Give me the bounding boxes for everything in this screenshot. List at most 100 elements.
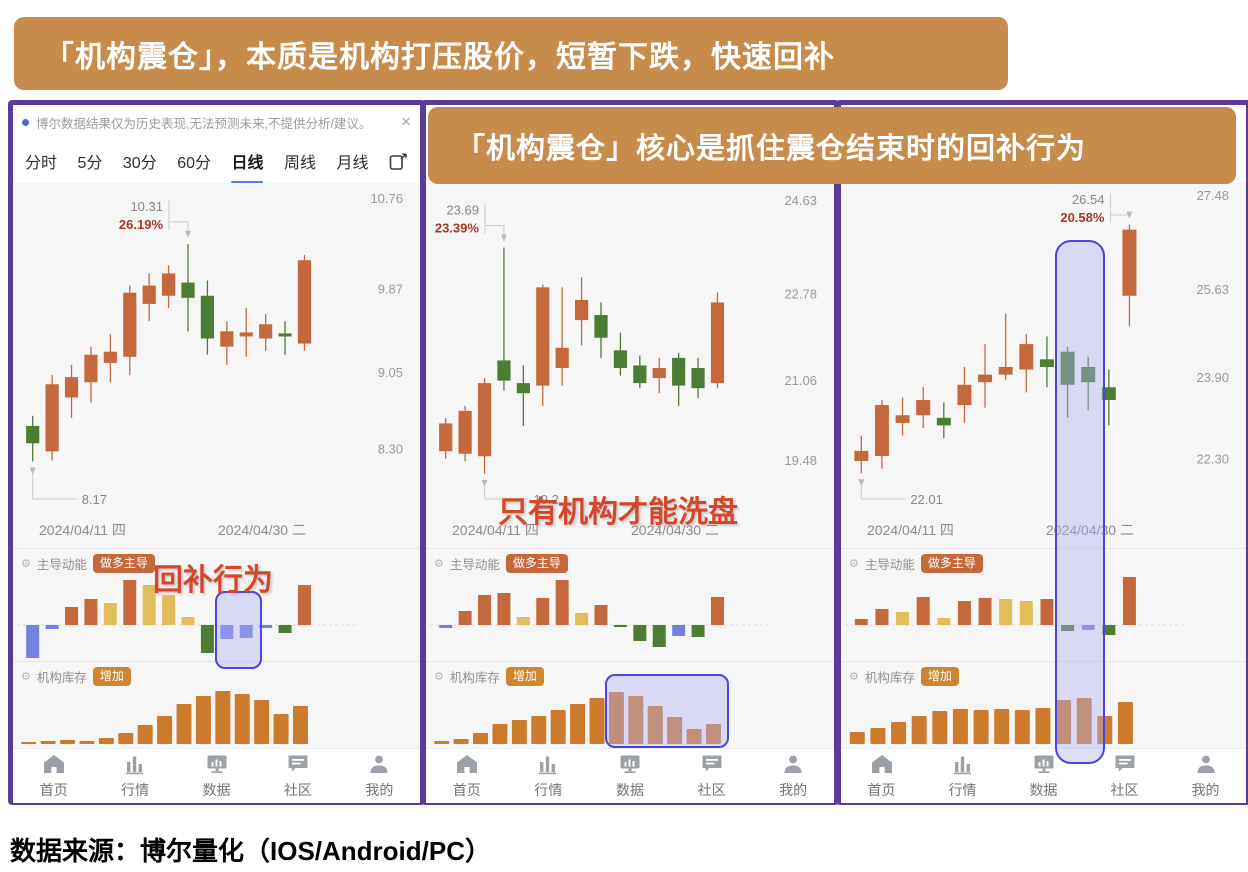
svg-text:27.48: 27.48	[1196, 188, 1229, 203]
momentum-header: ⚙ 主导动能 做多主导	[849, 554, 983, 573]
tab-周线[interactable]: 周线	[283, 155, 316, 172]
momentum-indicator-section: ⚙ 主导动能 做多主导	[841, 548, 1246, 661]
nav-label: 行情	[948, 781, 977, 798]
nav-label: 数据	[1029, 781, 1058, 798]
profile-person-icon	[780, 753, 806, 778]
bottom-nav: 首页 行情 数据 社区 我的	[13, 748, 420, 803]
rotate-screen-icon[interactable]	[389, 152, 408, 171]
headline-banner: 「机构震仓」，本质是机构打压股价，短暂下跌，快速回补	[14, 17, 1008, 90]
nav-item-社区[interactable]: 社区	[257, 749, 338, 803]
momentum-label: 主导动能	[449, 558, 500, 572]
notice-bar: 博尔数据结果仅为历史表现,无法预测未来,不提供分析/建议。 ×	[13, 105, 420, 139]
inventory-header: ⚙ 机构库存 增加	[434, 667, 544, 686]
nav-item-行情[interactable]: 行情	[922, 749, 1003, 803]
tab-5分[interactable]: 5分	[77, 155, 103, 172]
momentum-label: 主导动能	[864, 558, 915, 572]
svg-text:19.48: 19.48	[784, 453, 817, 468]
svg-text:23.69: 23.69	[446, 202, 479, 217]
inventory-header: ⚙ 机构库存 增加	[849, 667, 959, 686]
nav-label: 我的	[365, 781, 394, 798]
svg-text:10.31: 10.31	[130, 199, 163, 214]
date-axis-end: 2024/04/30 二	[218, 522, 306, 538]
nav-label: 行情	[534, 781, 563, 798]
nav-item-首页[interactable]: 首页	[13, 749, 94, 803]
svg-text:23.39%: 23.39%	[435, 220, 480, 235]
inventory-indicator-section: ⚙ 机构库存 增加	[426, 661, 834, 748]
nav-item-我的[interactable]: 我的	[752, 749, 834, 803]
profile-person-icon	[1193, 753, 1219, 778]
momentum-header: ⚙ 主导动能 做多主导	[434, 554, 568, 573]
nav-label: 首页	[867, 781, 896, 798]
timeframe-tabs: 分时 5分 30分 60分 日线 周线 月线	[13, 139, 420, 183]
inventory-badge: 增加	[92, 667, 131, 686]
nav-item-行情[interactable]: 行情	[508, 749, 590, 803]
nav-item-行情[interactable]: 行情	[94, 749, 175, 803]
gear-icon: ⚙	[434, 558, 444, 570]
candlestick-chart: 27.48 25.63 23.90 22.30 26.54 20.58% 22.01 2024…	[841, 183, 1246, 548]
data-monitor-icon	[617, 753, 643, 778]
tab-分时[interactable]: 分时	[25, 155, 58, 172]
svg-text:10.76: 10.76	[370, 191, 403, 206]
inventory-badge: 增加	[920, 667, 959, 686]
nav-item-数据[interactable]: 数据	[589, 749, 671, 803]
overlay-banner: 「机构震仓」核心是抓住震仓结束时的回补行为	[428, 107, 1236, 184]
inventory-indicator-section: ⚙ 机构库存 增加	[841, 661, 1246, 748]
nav-label: 数据	[615, 781, 644, 798]
momentum-header: ⚙ 主导动能 做多主导	[21, 554, 155, 573]
tab-60分[interactable]: 60分	[177, 155, 211, 172]
momentum-indicator-section: ⚙ 主导动能 做多主导	[426, 548, 834, 661]
momentum-badge: 做多主导	[920, 554, 983, 573]
svg-text:26.19%: 26.19%	[119, 217, 164, 232]
gear-icon: ⚙	[434, 671, 444, 683]
data-monitor-icon	[1031, 753, 1057, 778]
svg-text:23.90: 23.90	[1196, 370, 1229, 385]
date-axis-end: 2024/04/30 二	[1046, 522, 1134, 538]
market-bars-icon	[535, 753, 561, 778]
svg-text:25.63: 25.63	[1196, 282, 1229, 297]
svg-text:9.05: 9.05	[378, 365, 403, 380]
nav-item-我的[interactable]: 我的	[339, 749, 420, 803]
notice-close-icon[interactable]: ×	[401, 112, 411, 131]
nav-label: 社区	[1110, 781, 1139, 798]
data-monitor-icon	[204, 753, 230, 778]
nav-item-社区[interactable]: 社区	[671, 749, 753, 803]
date-axis-end: 2024/04/30 二	[631, 522, 719, 538]
nav-item-数据[interactable]: 数据	[176, 749, 257, 803]
nav-label: 数据	[202, 781, 231, 798]
tab-月线[interactable]: 月线	[336, 155, 369, 172]
svg-text:24.63: 24.63	[784, 193, 817, 208]
svg-text:8.30: 8.30	[378, 441, 403, 456]
phone-screenshot-panel-2: 博尔数据结果仅为历史表现,无法预测未来,不提供分析/建议。×分时5分30分60分…	[421, 100, 839, 805]
nav-item-社区[interactable]: 社区	[1084, 749, 1165, 803]
inventory-label: 机构库存	[449, 671, 500, 685]
svg-text:22.30: 22.30	[1196, 451, 1229, 466]
gear-icon: ⚙	[21, 671, 31, 683]
nav-item-我的[interactable]: 我的	[1165, 749, 1246, 803]
tab-日线[interactable]: 日线	[231, 145, 263, 177]
community-chat-icon	[1112, 753, 1138, 778]
svg-text:21.06: 21.06	[784, 373, 817, 388]
nav-label: 我的	[1191, 781, 1220, 798]
nav-item-首页[interactable]: 首页	[426, 749, 508, 803]
nav-label: 首页	[452, 781, 481, 798]
inventory-badge: 增加	[505, 667, 544, 686]
nav-item-数据[interactable]: 数据	[1003, 749, 1084, 803]
inventory-indicator-section: ⚙ 机构库存 增加	[13, 661, 420, 748]
nav-label: 社区	[697, 781, 726, 798]
nav-item-首页[interactable]: 首页	[841, 749, 922, 803]
inventory-header: ⚙ 机构库存 增加	[21, 667, 131, 686]
phone-screenshot-panel-1: 博尔数据结果仅为历史表现,无法预测未来,不提供分析/建议。 × 分时 5分 30分 60分…	[8, 100, 425, 805]
svg-text:8.17: 8.17	[82, 492, 107, 507]
home-icon	[454, 753, 480, 778]
profile-person-icon	[366, 753, 392, 778]
tab-30分[interactable]: 30分	[122, 155, 157, 172]
home-icon	[41, 753, 67, 778]
nav-label: 首页	[39, 781, 68, 798]
gear-icon: ⚙	[849, 671, 859, 683]
nav-label: 社区	[283, 781, 312, 798]
momentum-badge: 做多主导	[92, 554, 155, 573]
gear-icon: ⚙	[21, 558, 31, 570]
home-icon	[869, 753, 895, 778]
candlestick-chart: 10.76 9.87 9.05 8.30 10.31 26.19% 8.17 2024/04/…	[13, 183, 420, 548]
